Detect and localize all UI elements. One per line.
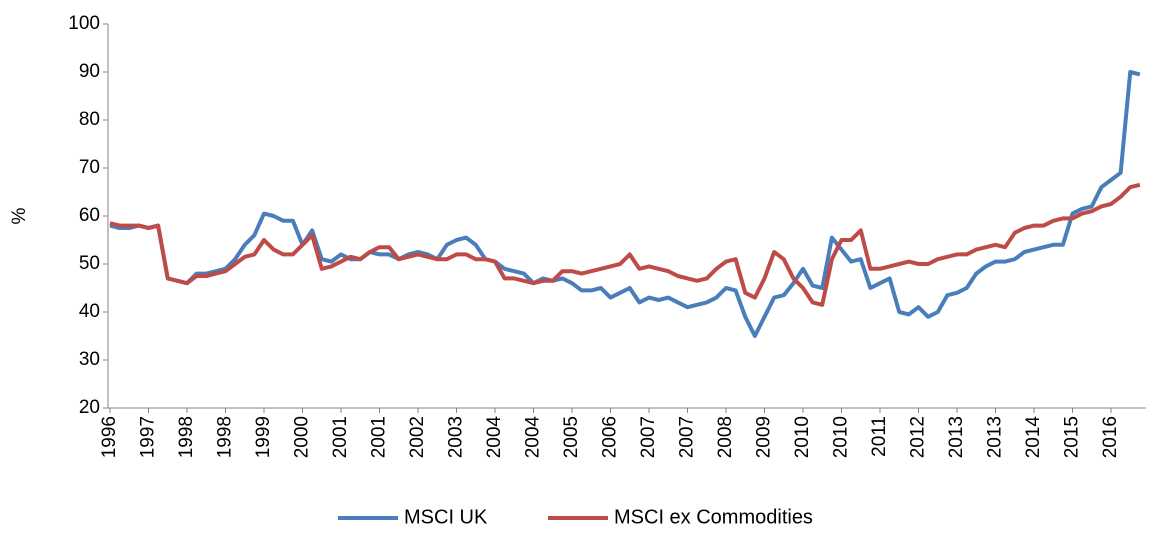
- x-tick-label: 2005: [561, 416, 582, 458]
- y-tick-label: 20: [79, 397, 100, 418]
- x-tick-label: 2013: [985, 416, 1006, 458]
- x-tick-label: 2010: [792, 416, 813, 458]
- series-line: [109, 70, 1141, 338]
- y-tick-label: 40: [79, 301, 100, 322]
- x-tick-label: 2007: [638, 416, 659, 458]
- x-tick-label: 2013: [946, 416, 967, 458]
- x-tick-label: 2010: [831, 416, 852, 458]
- x-tick-label: 2011: [869, 416, 890, 457]
- x-tick-label: 1999: [253, 416, 274, 458]
- y-tick-label: 70: [79, 157, 100, 178]
- x-tick-label: 1998: [176, 416, 197, 458]
- x-tick-label: 2003: [446, 416, 467, 458]
- x-tick-label: 2016: [1100, 416, 1121, 458]
- x-tick-label: 2006: [600, 416, 621, 458]
- x-tick-label: 2014: [1023, 416, 1044, 459]
- y-tick-label: 80: [79, 109, 100, 130]
- y-tick-label: 100: [68, 13, 100, 34]
- legend-label: MSCI UK: [404, 506, 488, 528]
- x-tick-label: 2004: [484, 416, 505, 459]
- x-tick-label: 2000: [292, 416, 313, 458]
- x-tick-label: 1997: [138, 416, 159, 458]
- legend-label: MSCI ex Commodities: [614, 506, 813, 528]
- x-tick-label: 2008: [715, 416, 736, 458]
- x-tick-label: 2012: [908, 416, 929, 458]
- x-tick-label: 2002: [407, 416, 428, 458]
- x-tick-label: 2015: [1062, 416, 1083, 458]
- x-tick-label: 1996: [99, 416, 120, 458]
- x-tick-label: 2001: [369, 416, 390, 458]
- x-tick-label: 1998: [215, 416, 236, 458]
- y-tick-label: 50: [79, 253, 100, 274]
- x-tick-label: 2004: [523, 416, 544, 459]
- y-axis-label: %: [9, 207, 30, 224]
- x-tick-label: 2009: [754, 416, 775, 458]
- series-line: [109, 182, 1141, 307]
- y-tick-label: 90: [79, 61, 100, 82]
- x-tick-label: 2007: [677, 416, 698, 458]
- y-tick-label: 30: [79, 349, 100, 370]
- y-tick-label: 60: [79, 205, 100, 226]
- x-tick-label: 2001: [330, 416, 351, 458]
